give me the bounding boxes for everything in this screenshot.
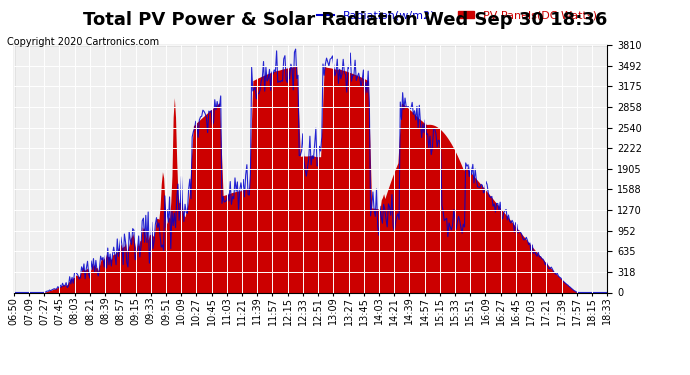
Legend: Radiation(w/m2), PV Panels(DC Watts): Radiation(w/m2), PV Panels(DC Watts) (313, 6, 602, 25)
Text: Total PV Power & Solar Radiation Wed Sep 30 18:36: Total PV Power & Solar Radiation Wed Sep… (83, 11, 607, 29)
Text: Copyright 2020 Cartronics.com: Copyright 2020 Cartronics.com (7, 37, 159, 47)
